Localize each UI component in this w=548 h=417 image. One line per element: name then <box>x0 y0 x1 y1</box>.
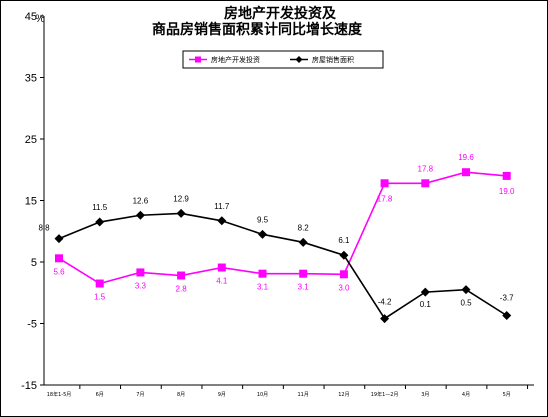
data-point-sales <box>176 208 186 218</box>
legend-label-sales: 房屋销售面积 <box>312 55 354 64</box>
y-tick-label: -15 <box>21 380 37 392</box>
data-label-sales: 12.6 <box>133 196 149 205</box>
data-label-sales: 0.5 <box>460 299 472 308</box>
x-tick-label: 19年1—2月 <box>371 391 399 398</box>
data-label-investment: 1.5 <box>94 293 106 302</box>
y-tick-label: 25 <box>25 134 37 146</box>
data-point-sales <box>54 234 64 244</box>
x-tick-label: 5月 <box>503 392 511 398</box>
data-point-investment <box>380 179 389 188</box>
data-point-sales <box>135 210 145 220</box>
y-tick-label: 35 <box>25 73 37 85</box>
legend-marker-sales <box>295 56 303 63</box>
data-point-investment <box>339 270 348 279</box>
x-tick-label: 4月 <box>462 392 470 398</box>
data-point-investment <box>136 268 145 277</box>
data-label-investment: 5.6 <box>53 267 65 276</box>
y-tick-label: 45 <box>25 11 37 23</box>
data-point-investment <box>502 171 511 180</box>
data-point-investment <box>177 271 186 280</box>
data-label-sales: 8.8 <box>38 224 50 233</box>
plot-group: 5.6 1.5 3.3 2.8 4.1 3.1 3.1 3.0 17.8 17.8 19.6 19.0… <box>38 153 515 324</box>
axes-group: 45 35 25 15 5 -5 -15 18年1-5月 6月 7月 8月 9月 10月 11月 12月 19… <box>21 11 534 398</box>
data-label-sales: -4.2 <box>378 298 392 307</box>
x-tick-label: 10月 <box>257 392 268 398</box>
data-label-investment: 3.0 <box>338 283 350 292</box>
x-tick-label: 18年1-5月 <box>47 391 72 398</box>
data-label-sales: 12.9 <box>173 194 189 203</box>
data-label-sales: -3.7 <box>500 294 514 303</box>
y-tick-label: -5 <box>27 319 37 331</box>
y-tick-label: 5 <box>31 257 37 269</box>
data-label-sales: 6.1 <box>338 236 350 245</box>
y-axis-unit: % <box>35 13 45 25</box>
data-label-investment: 17.8 <box>418 164 434 173</box>
data-label-investment: 19.0 <box>499 187 515 196</box>
data-label-investment: 3.1 <box>257 283 269 292</box>
data-point-sales <box>420 287 430 297</box>
x-tick-label: 7月 <box>136 392 144 398</box>
data-point-investment <box>217 263 226 272</box>
x-tick-label: 6月 <box>96 392 104 398</box>
legend-box <box>182 50 384 69</box>
x-tick-label: 3月 <box>421 392 429 398</box>
series-line-investment <box>58 171 507 285</box>
data-point-investment <box>95 279 104 288</box>
data-point-sales <box>339 250 349 260</box>
data-label-investment: 3.3 <box>135 281 147 290</box>
x-tick-label: 12月 <box>338 392 349 398</box>
data-label-sales: 8.2 <box>298 223 310 232</box>
data-point-sales <box>461 285 471 295</box>
data-point-sales <box>258 229 267 239</box>
data-point-investment <box>258 269 267 278</box>
data-label-investment: 4.1 <box>216 277 228 286</box>
data-point-investment <box>421 179 430 188</box>
data-point-investment <box>55 254 63 263</box>
y-tick-label: 15 <box>25 196 37 208</box>
data-label-investment: 19.6 <box>458 153 474 162</box>
legend: 房地产开发投资 房屋销售面积 <box>182 50 384 69</box>
legend-marker-investment <box>195 56 201 63</box>
data-point-sales <box>502 311 512 321</box>
chart-title: 房地产开发投资及 <box>224 5 337 22</box>
data-label-sales: 9.5 <box>257 215 269 224</box>
x-tick-label: 8月 <box>177 392 185 398</box>
data-label-investment: 3.1 <box>298 283 310 292</box>
data-point-investment <box>462 168 470 177</box>
data-point-sales <box>95 217 105 227</box>
series-line-sales <box>58 212 508 320</box>
chart-subtitle: 商品房销售面积累计同比增长速度 <box>152 21 363 38</box>
x-tick-label: 9月 <box>218 392 226 398</box>
data-label-sales: 11.5 <box>92 203 108 212</box>
data-label-investment: 2.8 <box>176 285 188 294</box>
data-point-sales <box>380 314 390 324</box>
x-tick-label: 11月 <box>298 392 309 398</box>
data-point-sales <box>298 237 308 247</box>
data-label-sales: 11.7 <box>214 202 230 211</box>
data-label-sales: 0.1 <box>420 300 432 309</box>
data-point-investment <box>299 269 308 278</box>
data-label-investment: 17.8 <box>377 194 393 203</box>
data-point-sales <box>217 216 227 226</box>
legend-label-investment: 房地产开发投资 <box>211 55 260 64</box>
